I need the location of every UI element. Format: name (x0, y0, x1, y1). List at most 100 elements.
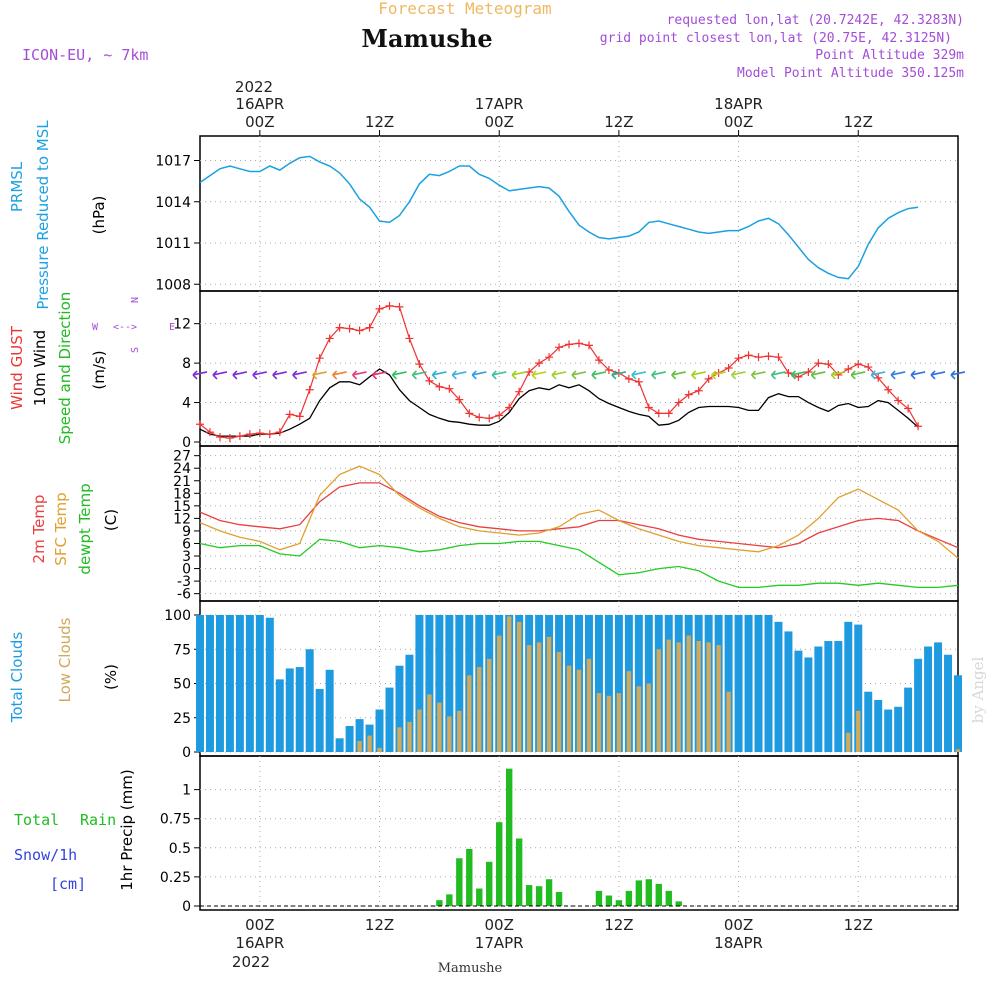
low-cloud-bar (656, 649, 661, 752)
total-cloud-bar (385, 687, 394, 752)
total-cloud-bar (275, 679, 284, 752)
gust-point (634, 377, 643, 386)
low-cloud-bar (676, 642, 681, 752)
wind-direction-arrow (371, 370, 387, 380)
total-cloud-bar (634, 615, 643, 752)
low-cloud-bar (596, 693, 602, 752)
wind-direction-arrow (192, 370, 208, 380)
total-cloud-bar (604, 615, 613, 752)
y-tick-label: 15 (173, 499, 191, 515)
compass-icon: N S W E <--> (92, 297, 175, 353)
wind-direction-arrow (352, 370, 367, 380)
rain-bar (655, 883, 662, 906)
low-cloud-bar (437, 702, 442, 752)
panel-frame-precip (199, 755, 959, 911)
top-time-label: 12Z (365, 113, 394, 131)
wind-direction-arrow (651, 370, 666, 380)
gust-point (744, 351, 753, 360)
low-cloud-bar (706, 642, 711, 752)
wind-direction-arrow (451, 370, 467, 380)
wind-direction-arrow (312, 370, 327, 380)
low-cloud-bar (427, 694, 432, 752)
low-cloud-bar (417, 709, 422, 752)
total-cloud-bar (305, 649, 314, 752)
total-cloud-bar (594, 615, 603, 752)
total-cloud-bar (854, 624, 863, 752)
rain-bar (645, 879, 653, 906)
pressure-line (199, 155, 919, 280)
compass-east: E (169, 322, 175, 333)
total-cloud-bar (435, 615, 444, 752)
total-cloud-bar (205, 615, 214, 752)
clouds-label-2: Low Clouds (56, 617, 74, 702)
wind-direction-arrow (431, 370, 447, 380)
total-cloud-bar (844, 621, 853, 752)
temp-2m-line (199, 482, 959, 549)
total-cloud-bar (864, 691, 873, 752)
low-cloud-bar (497, 635, 502, 752)
total-cloud-bar (405, 654, 414, 752)
low-cloud-bar (846, 732, 851, 752)
compass-north: N (130, 297, 141, 303)
gust-point (684, 390, 693, 399)
gust-point (415, 360, 424, 369)
dewpoint-line (199, 538, 959, 589)
wind-direction-arrow (292, 370, 307, 380)
wind-label-1: Wind GUST (8, 325, 26, 410)
total-cloud-bar (944, 654, 953, 752)
total-cloud-bar (874, 699, 883, 752)
gust-point (584, 341, 593, 350)
total-cloud-bar (325, 669, 334, 752)
low-cloud-bar (586, 658, 592, 752)
total-cloud-bar (754, 615, 763, 752)
gust-point (405, 334, 414, 343)
total-cloud-bar (245, 615, 254, 752)
y-tick-label: -6 (177, 587, 191, 603)
y-tick-label: 0 (182, 899, 191, 915)
pressure-label-2: Pressure Reduced to MSL (34, 120, 52, 310)
low-cloud-bar (536, 642, 542, 752)
gust-point (515, 387, 524, 396)
y-tick-label: 0.25 (160, 870, 191, 886)
bottom-time-label: 00Z (245, 916, 274, 934)
gust-point (335, 323, 344, 332)
low-cloud-bar (447, 716, 452, 752)
sfc-temp-line (199, 465, 959, 559)
gust-point (764, 352, 773, 361)
y-tick-label: 0 (182, 562, 191, 578)
low-cloud-bar (487, 658, 492, 752)
wind-speed-line (199, 368, 919, 437)
gust-point (285, 410, 294, 419)
total-cloud-bar (445, 615, 454, 752)
total-cloud-bar (196, 615, 204, 752)
gust-point (425, 376, 434, 385)
gust-point (255, 429, 264, 438)
y-tick-label: 3 (182, 549, 191, 565)
y-tick-label: 1017 (155, 154, 191, 170)
low-cloud-bar (526, 645, 532, 752)
gust-point (644, 403, 653, 412)
y-tick-label: 24 (173, 461, 191, 477)
low-cloud-bar (397, 727, 402, 752)
wind-direction-arrow (511, 370, 527, 380)
gust-point (196, 420, 204, 429)
wind-direction-arrow (272, 370, 287, 380)
top-date-label: 18APR (714, 95, 763, 113)
wind-direction-arrow (591, 370, 607, 380)
gust-point (385, 301, 394, 310)
low-cloud-bar (626, 671, 632, 752)
wind-direction-arrow (411, 370, 427, 380)
rain-bar (625, 890, 633, 906)
wind-direction-arrow (731, 370, 746, 380)
gust-point (495, 411, 504, 420)
wind-direction-arrow (850, 370, 866, 380)
gust-point (784, 368, 793, 377)
precip-label-total: Total (14, 811, 59, 829)
wind-direction-arrow (471, 370, 487, 380)
gust-point (834, 370, 843, 379)
gust-point (545, 353, 554, 362)
gust-point (525, 367, 534, 376)
total-cloud-bar (455, 615, 464, 752)
low-cloud-bar (666, 639, 671, 752)
